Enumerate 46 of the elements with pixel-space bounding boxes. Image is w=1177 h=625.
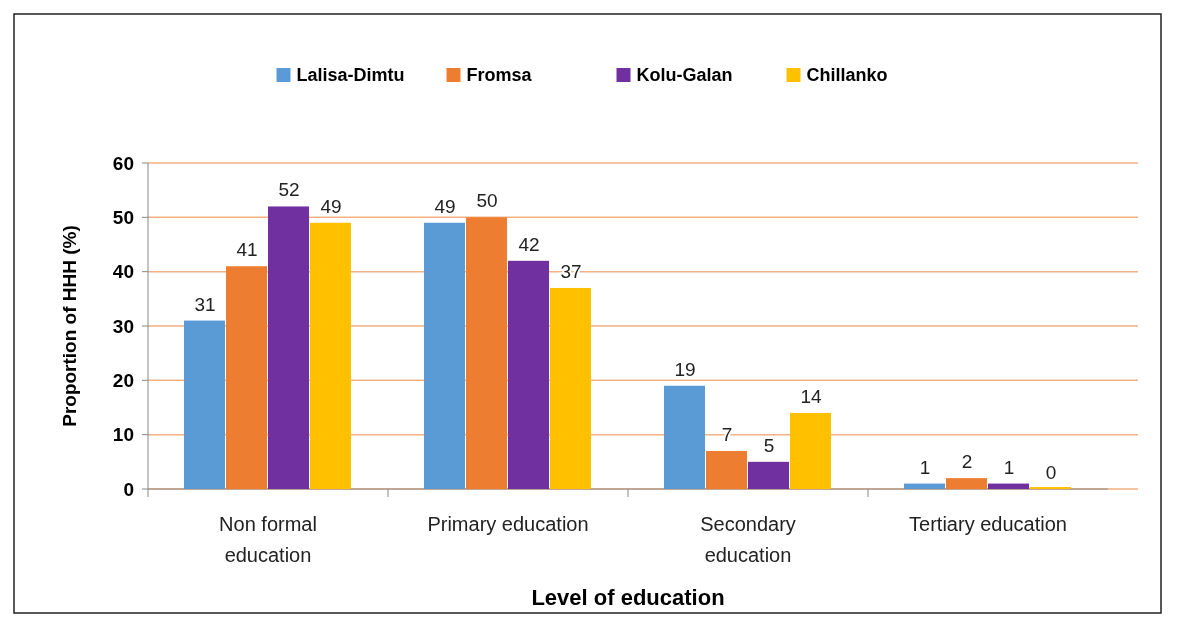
y-tick-label: 30 bbox=[112, 315, 134, 337]
data-label: 49 bbox=[320, 195, 342, 217]
legend-label: Lalisa-Dimtu bbox=[296, 65, 405, 86]
bar bbox=[946, 478, 987, 489]
y-axis-title: Proportion of HHH (%) bbox=[59, 225, 80, 427]
data-label: 5 bbox=[763, 434, 775, 456]
x-tick-label: Non formal education bbox=[219, 513, 317, 566]
legend-label: Fromsa bbox=[466, 65, 533, 86]
data-label: 2 bbox=[961, 451, 973, 473]
x-tick-label: Primary education bbox=[427, 513, 589, 535]
data-label: 19 bbox=[674, 358, 696, 380]
bar bbox=[988, 483, 1029, 489]
data-label: 41 bbox=[236, 239, 258, 261]
y-tick-label: 50 bbox=[112, 206, 134, 228]
bar bbox=[706, 450, 747, 489]
y-tick-label: 0 bbox=[123, 478, 134, 500]
bar bbox=[310, 222, 351, 489]
legend-label: Chillanko bbox=[806, 65, 888, 86]
y-tick-label: 20 bbox=[112, 369, 134, 391]
data-label: 52 bbox=[278, 179, 300, 201]
y-tick-label: 60 bbox=[112, 152, 134, 174]
bar bbox=[466, 217, 507, 489]
y-tick-label: 40 bbox=[112, 261, 134, 283]
bar bbox=[748, 461, 789, 489]
data-label: 50 bbox=[476, 190, 498, 212]
bar bbox=[790, 412, 831, 489]
data-label: 0 bbox=[1045, 462, 1057, 483]
bar bbox=[268, 206, 309, 489]
bar bbox=[904, 483, 945, 489]
y-tick-label: 10 bbox=[112, 424, 134, 446]
x-tick-label: Tertiary education bbox=[909, 513, 1067, 535]
bar bbox=[226, 266, 267, 489]
x-axis-title: Level of education bbox=[531, 585, 725, 610]
data-label: 49 bbox=[434, 195, 456, 217]
data-label: 1 bbox=[1003, 456, 1015, 478]
data-label: 1 bbox=[919, 456, 931, 478]
bar bbox=[424, 222, 465, 489]
bar bbox=[184, 320, 225, 489]
x-tick-label: Secondary education bbox=[700, 513, 796, 566]
data-label: 31 bbox=[194, 293, 216, 315]
bar bbox=[550, 287, 591, 489]
data-label: 42 bbox=[518, 233, 540, 255]
bar bbox=[508, 260, 549, 489]
legend-label: Kolu-Galan bbox=[636, 65, 733, 86]
bar bbox=[664, 385, 705, 489]
data-label: 14 bbox=[800, 385, 822, 407]
